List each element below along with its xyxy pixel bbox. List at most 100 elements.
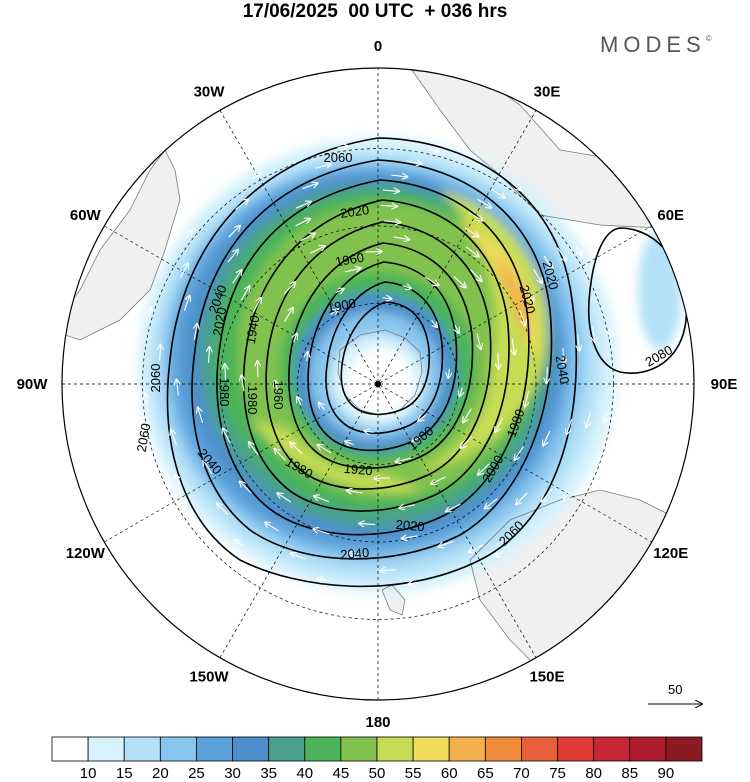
contour-label: 2020: [210, 306, 230, 337]
wind-vector: [469, 544, 484, 552]
wind-vector: [533, 268, 542, 283]
wind-vector: [275, 381, 279, 397]
meridian-label-30e: 30E: [534, 83, 561, 100]
wind-vector: [302, 183, 318, 190]
wind-vector: [405, 161, 422, 164]
wind-vector: [477, 198, 492, 207]
wind-vector: [465, 246, 479, 257]
contour-label-text: 2020: [395, 517, 425, 534]
contour-label: 1980: [245, 386, 260, 415]
wind-vector: [171, 430, 178, 445]
meridian-label-30w: 30W: [194, 83, 226, 100]
wind-vector: [349, 553, 365, 555]
colorbar-swatch: [232, 736, 270, 762]
colorbar-swatch: [629, 736, 667, 762]
colorbar-label: 20: [152, 765, 169, 782]
wind-vector: [257, 361, 258, 378]
wind-vector: [543, 430, 551, 446]
colorbar-swatch: [376, 736, 414, 762]
wind-vector: [365, 252, 382, 253]
wind-vector: [470, 269, 481, 281]
meridian-label-180: 180: [365, 714, 390, 731]
wind-vector: [145, 393, 147, 404]
colorbar-swatch: [412, 736, 450, 762]
wind-vector: [240, 482, 252, 494]
meridian-label-60w: 60W: [70, 207, 102, 224]
wind-vector: [295, 202, 311, 209]
wind-vector: [438, 540, 454, 546]
colorbar-swatch: [159, 736, 197, 762]
colorbar-swatch: [87, 736, 125, 762]
wind-vector: [516, 492, 528, 504]
wind-vector: [498, 352, 499, 369]
reference-vector-label: 50: [668, 682, 682, 697]
wind-vector: [217, 504, 229, 516]
brand-text: MODES: [600, 32, 706, 57]
contour-1980: [265, 221, 492, 490]
contour-label-text: 2060: [324, 150, 353, 165]
contour-label-text: 2020: [516, 283, 538, 315]
contour-label: 1940: [243, 314, 263, 345]
wind-vector: [384, 221, 400, 222]
colorbar-swatch: [484, 736, 522, 762]
wind-vector: [242, 375, 244, 392]
map-border: [61, 67, 695, 701]
meridian-label-120e: 120E: [653, 545, 688, 562]
wind-vector: [347, 490, 363, 493]
wind-vector: [180, 263, 188, 278]
wind-vector: [365, 431, 374, 432]
wind-vector: [525, 390, 529, 407]
wind-vector: [546, 367, 547, 383]
colorbar-swatch: [196, 736, 233, 762]
colorbar-swatch: [51, 736, 89, 762]
contour-label-text: 2040: [553, 354, 573, 385]
wind-vector: [160, 345, 161, 361]
wind-vector: [194, 324, 197, 340]
wind-vector: [429, 149, 439, 151]
colorbar-label: 90: [658, 765, 675, 782]
colorbar-label: 10: [80, 765, 97, 782]
contour-label-text: 2020: [339, 202, 370, 221]
wind-vector: [249, 442, 259, 456]
contour-label-text: 2060: [148, 364, 163, 393]
contour-1900: [340, 301, 431, 416]
south-pole-dot: [375, 381, 381, 387]
contour-label-text: 2020: [539, 259, 561, 291]
contour-label-text: 1980: [245, 386, 260, 415]
reference-vector: 50: [648, 682, 702, 704]
contour-label: 1980: [217, 378, 232, 407]
wind-vector: [432, 319, 438, 327]
colorbar-swatch: [521, 736, 558, 762]
wind-vector: [359, 524, 376, 525]
contour-label: 2040: [340, 545, 370, 562]
wind-vector: [402, 536, 418, 539]
wind-vector: [586, 411, 592, 427]
colorbar-label: 80: [585, 765, 602, 782]
contour-label: 2060: [324, 150, 353, 165]
colorbar-swatch: [268, 736, 306, 762]
wind-vector: [300, 233, 315, 242]
wind-vector: [557, 247, 567, 261]
wind-vector: [542, 488, 553, 501]
wind-vector: [519, 309, 525, 325]
contour-label: 2020: [539, 259, 561, 291]
meridian-labels: 0 30E 60E 90E 120E 150E 180 150W 120W 90W 60W 30W: [17, 38, 738, 731]
wind-vector: [408, 583, 419, 585]
graticule: [62, 68, 694, 700]
wind-vector: [495, 417, 504, 432]
wind-vector: [297, 397, 301, 406]
wind-vector: [278, 493, 292, 503]
contour-label: 2060: [148, 364, 163, 393]
wind-vector: [515, 446, 524, 460]
wind-vector: [315, 164, 330, 168]
wind-vectors: [145, 146, 610, 584]
wind-vector: [225, 364, 226, 381]
wind-vector: [424, 276, 439, 285]
colorbar-label: 45: [333, 765, 350, 782]
wind-vector: [251, 174, 261, 179]
contour-label: 1960: [271, 381, 286, 410]
colorbar-swatch: [340, 736, 378, 762]
wind-vector: [393, 237, 409, 240]
colorbar-label: 25: [188, 765, 205, 782]
